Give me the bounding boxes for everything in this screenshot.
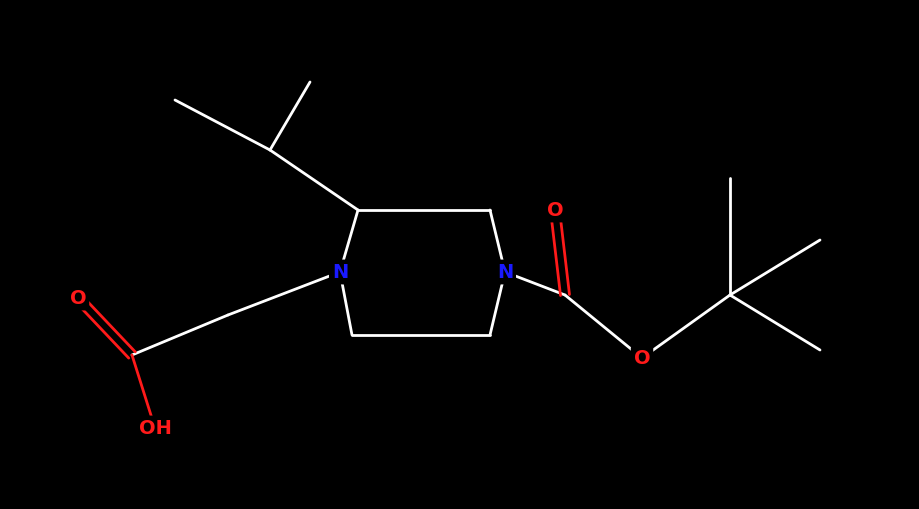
Text: N: N [332,263,348,281]
Text: O: O [70,289,86,307]
Text: N: N [497,263,513,281]
Text: OH: OH [139,418,172,438]
Text: O: O [547,201,563,219]
Text: O: O [634,349,651,367]
